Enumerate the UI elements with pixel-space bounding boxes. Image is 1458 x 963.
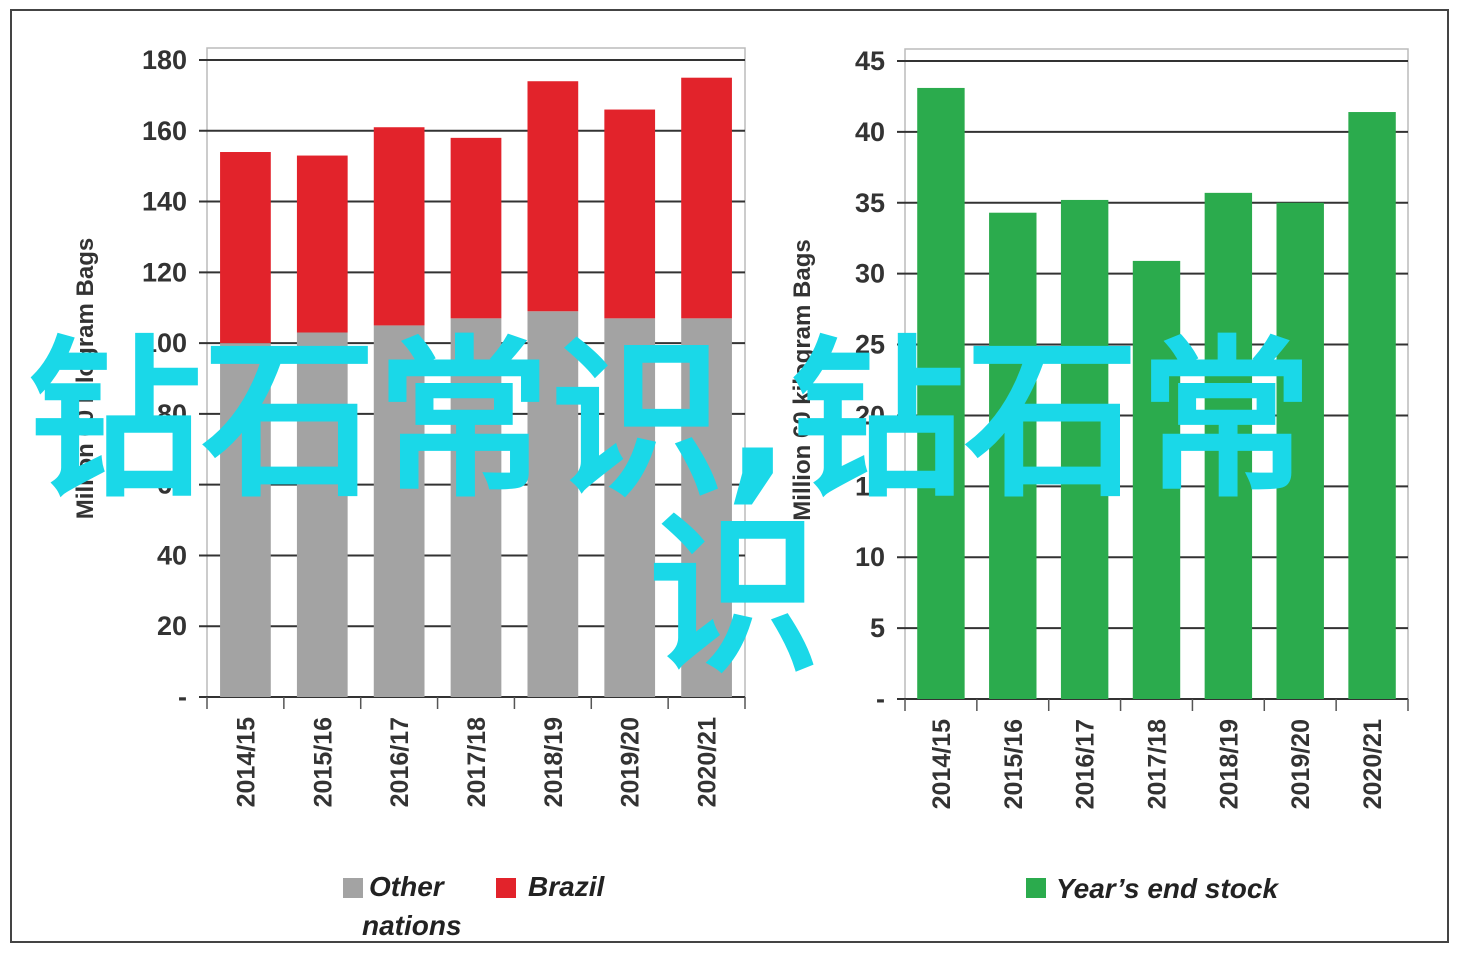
bar-year-s-end-stock [1204, 192, 1253, 699]
x-tick-label: 2019/20 [1287, 719, 1315, 809]
legend-label-brazil: Brazil [528, 871, 605, 902]
legend-swatch-other [343, 878, 363, 898]
bar-other-nations [450, 318, 502, 697]
y-tick-label: 120 [142, 257, 187, 287]
bar-other-nations [604, 318, 656, 697]
bar-brazil [681, 77, 732, 319]
y-tick-label: 40 [157, 540, 187, 570]
y-tick-label: - [876, 684, 885, 714]
x-tick-label: 2020/21 [694, 717, 722, 807]
y-axis-label: Million 60 kilogram Bags [789, 239, 816, 520]
y-tick-label: 160 [142, 116, 187, 146]
overlay-text-line1: 钻石常识,钻石常 [28, 320, 1313, 521]
y-tick-label: 60 [157, 470, 187, 500]
bar-brazil [450, 137, 502, 319]
y-tick-label: - [178, 682, 187, 712]
y-tick-label: 5 [870, 613, 885, 643]
bar-other-nations [681, 318, 732, 697]
y-tick-label: 45 [855, 46, 885, 76]
bar-brazil [527, 81, 579, 312]
x-tick-label: 2017/18 [463, 717, 491, 807]
x-tick-label: 2015/16 [1000, 719, 1028, 809]
y-tick-label: 40 [855, 117, 885, 147]
y-tick-label: 20 [157, 611, 187, 641]
y-tick-label: 20 [855, 400, 885, 430]
left-chart: - 20 40 60 80 100 120 140 160 180 2014/15 2015/16 20… [72, 45, 746, 807]
bar-other-nations [373, 325, 425, 697]
y-tick-label: 30 [855, 259, 885, 289]
x-tick-label: 2016/17 [1072, 719, 1100, 809]
x-tick-label: 2018/19 [540, 717, 568, 807]
y-tick-label: 10 [855, 542, 885, 572]
bar-other-nations [527, 311, 579, 697]
x-tick-label: 2018/19 [1215, 719, 1243, 809]
y-tick-label: 25 [855, 330, 885, 360]
legend-label-other-line1: Other [369, 871, 446, 902]
y-tick-label: 180 [142, 45, 187, 75]
right-chart: - 5 10 15 20 25 30 35 40 45 2014/15 2015/16 2016/17 2… [789, 46, 1409, 809]
x-tick-label: 2019/20 [617, 717, 645, 807]
bar-year-s-end-stock [1132, 260, 1181, 699]
overlay-watermark: 钻石常识,钻石常 识 [28, 320, 1313, 697]
bar-other-nations [220, 343, 271, 697]
legend-swatch-brazil [496, 878, 516, 898]
bar-year-s-end-stock [989, 212, 1037, 700]
y-tick-label: 140 [142, 187, 187, 217]
bar-brazil [220, 152, 271, 344]
x-tick-label: 2014/15 [232, 717, 260, 807]
y-tick-label: 35 [855, 188, 885, 218]
x-tick-label: 2014/15 [928, 719, 956, 809]
x-tick-label: 2020/21 [1359, 719, 1387, 809]
legend-label-stock: Year’s end stock [1056, 873, 1279, 904]
left-legend: Other nations Brazil [343, 871, 605, 941]
y-axis-label: Million 60 kilogram Bags [72, 238, 99, 519]
bar-year-s-end-stock [917, 87, 965, 700]
bar-year-s-end-stock [1276, 202, 1324, 699]
overlay-text-line2: 识 [648, 496, 820, 697]
x-tick-label: 2017/18 [1144, 719, 1172, 809]
y-tick-label: 100 [142, 328, 187, 358]
bar-year-s-end-stock [1060, 199, 1109, 700]
x-tick-label: 2016/17 [386, 717, 414, 807]
legend-swatch-stock [1026, 878, 1046, 898]
y-tick-label: 80 [157, 399, 187, 429]
bar-brazil [296, 155, 348, 333]
bar-other-nations [296, 332, 348, 697]
bar-brazil [373, 127, 425, 326]
bar-year-s-end-stock [1348, 112, 1396, 700]
bar-brazil [604, 109, 656, 319]
legend-label-other-line2: nations [362, 910, 462, 941]
y-tick-label: 15 [855, 471, 885, 501]
right-legend: Year’s end stock [1026, 873, 1279, 904]
x-tick-label: 2015/16 [309, 717, 337, 807]
